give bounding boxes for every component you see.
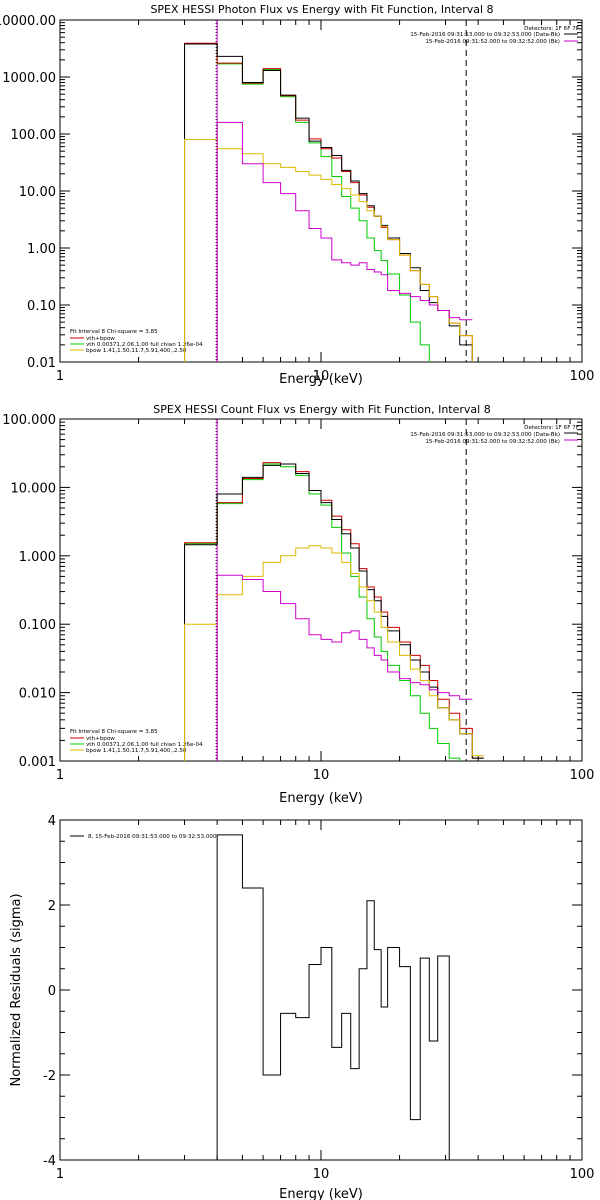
panel1-x-tick-label: 1 xyxy=(56,369,64,384)
panel1-legend-item-3: bpow 1.41,1.50,11.7,5.91,400.,2.50 xyxy=(86,348,187,354)
panel1-y-tick-label: 0.10 xyxy=(27,299,56,314)
panel2-series-bpow xyxy=(184,545,484,761)
panel3-x-tick-label: 10 xyxy=(313,1167,330,1182)
panel3-series-group xyxy=(216,834,450,1160)
panel2-y-tick-label: 0.100 xyxy=(19,618,56,633)
panel3-y-label: Normalized Residuals (sigma) xyxy=(9,893,24,1086)
panel3-y-tick-label: -4 xyxy=(43,1154,56,1169)
panel2-header-line-2: 15-Feb-2016 09:31:52.000 to 09:32:52.000… xyxy=(425,439,560,445)
panel2-y-tick-label: 0.010 xyxy=(19,687,56,702)
panel3-y-tick-label: -2 xyxy=(43,1069,56,1084)
panel-count-flux: SPEX HESSI Count Flux vs Energy with Fit… xyxy=(59,403,583,806)
panel1-series-background xyxy=(216,121,473,362)
panel2-x-tick-label: 1 xyxy=(56,768,64,783)
panel1-header-line-2: 15-Feb-2016 09:31:52.000 to 09:32:52.000… xyxy=(425,39,560,45)
chart-marks: 1 10 10010000.001000.00100.0010.001.000.10… xyxy=(0,14,594,1182)
panel2-series-data xyxy=(184,463,484,761)
panel1-series-vth xyxy=(184,43,430,362)
panel1-y-tick-label: 10000.00 xyxy=(0,14,56,29)
panel1-series-fit_total xyxy=(184,42,473,362)
panel1-y-tick-label: 10.00 xyxy=(19,185,56,200)
panel1-y-tick-label: 100.00 xyxy=(11,128,57,143)
panel1-series-data xyxy=(184,43,473,362)
panel3-legend-text: 8, 15-Feb-2016 09:31:53.000 to 09:32:53.… xyxy=(88,834,217,840)
panel1-frame xyxy=(59,19,583,363)
panel3-frame xyxy=(59,819,583,1161)
panel3-x-tick-label: 100 xyxy=(570,1167,595,1182)
panel3-marks: 1 10 100 4 2 0 -2 -4 xyxy=(43,814,594,1182)
panel3-y-tick-label: 0 xyxy=(48,984,56,999)
panel1-header-line-1: 15-Feb-2016 09:31:53.000 to 09:32:53.000… xyxy=(410,32,560,38)
panel3-y-tick-label: 2 xyxy=(48,899,56,914)
panel-photon-flux: SPEX HESSI Photon Flux vs Energy with Fi… xyxy=(59,3,583,387)
panel1-y-tick-label: 1000.00 xyxy=(2,71,56,86)
panel1-legend-item-2: vth 0.00371,2.06,1.00 full chian 1.26e-0… xyxy=(86,342,203,348)
panel1-y-tick-label: 1.00 xyxy=(27,242,56,257)
panel2-y-tick-label: 100.000 xyxy=(2,413,56,428)
panel2-legend-title: Fit Interval 8 Chi-square = 3.85 xyxy=(70,729,158,735)
panel3-residual-series xyxy=(216,834,450,1160)
panel3-x-tick-label: 1 xyxy=(56,1167,64,1182)
panel-residuals: Energy (keV) Normalized Residuals (sigma… xyxy=(9,819,583,1200)
panel2-y-tick-label: 0.001 xyxy=(19,755,56,770)
panel1-x-label: Energy (keV) xyxy=(279,372,363,387)
panel1-detectors: Detectors: 1F 6F 7F xyxy=(524,26,579,32)
panel2-header-line-1: 15-Feb-2016 09:31:53.000 to 09:32:53.000… xyxy=(410,432,560,438)
panel2-series-fit_total xyxy=(184,462,484,761)
panel1-x-tick-label: 10 xyxy=(313,369,330,384)
panel2-legend-item-2: vth 0.00371,2.06,1.00 full chian 1.26e-0… xyxy=(86,742,203,748)
panel1-marks: 1 10 100 10000.00 1000.00 100.00 10.00 1.00 0.10… xyxy=(0,14,595,384)
panel2-legend-item-3: bpow 1.41,1.50,11.7,5.91,400.,2.50 xyxy=(86,748,187,754)
panel3-x-label: Energy (keV) xyxy=(279,1187,363,1200)
panel2-x-tick-label: 10 xyxy=(313,768,330,783)
panel2-x-tick-label: 100 xyxy=(570,768,595,783)
panel2-y-tick-label: 10.000 xyxy=(11,481,57,496)
panel1-legend-title: Fit Interval 8 Chi-square = 3.85 xyxy=(70,329,158,335)
panel2-legend-item-1: vth+bpow xyxy=(86,736,115,742)
panel2-frame xyxy=(59,418,583,762)
panel2-detectors: Detectors: 1F 6F 7F xyxy=(524,425,579,431)
panel1-x-tick-label: 100 xyxy=(570,369,595,384)
panel1-series-group xyxy=(184,42,473,362)
panel2-marks: 1 10 100 100.000 10.000 1.000 0.100 0.010 0.001 xyxy=(2,413,595,783)
panel3-y-tick-label: 4 xyxy=(48,814,56,829)
panel1-title: SPEX HESSI Photon Flux vs Energy with Fi… xyxy=(150,3,493,16)
panel1-legend-item-1: vth+bpow xyxy=(86,336,115,342)
panel2-series-group xyxy=(184,462,484,761)
panel2-series-vth xyxy=(184,463,461,761)
panel2-x-label: Energy (keV) xyxy=(279,791,363,806)
panel2-y-tick-label: 1.000 xyxy=(19,550,56,565)
panel2-series-background xyxy=(216,574,473,761)
panel2-title: SPEX HESSI Count Flux vs Energy with Fit… xyxy=(153,403,490,416)
panel1-y-tick-label: 0.01 xyxy=(27,356,56,371)
